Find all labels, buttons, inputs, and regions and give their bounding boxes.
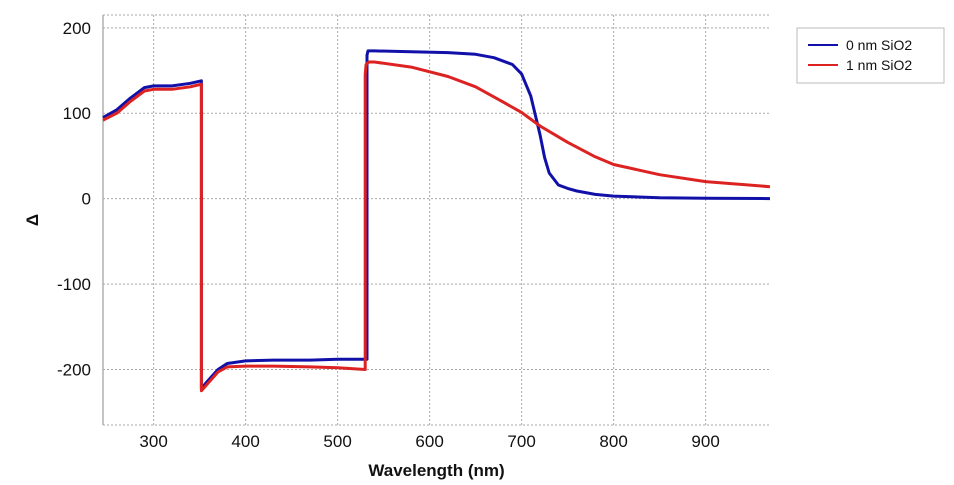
x-axis-label: Wavelength (nm)	[368, 461, 504, 480]
x-tick-label: 900	[691, 432, 719, 451]
y-tick-label: 0	[82, 190, 91, 209]
legend: 0 nm SiO2 1 nm SiO2	[796, 27, 945, 84]
legend-box	[796, 27, 945, 84]
gridlines	[102, 14, 770, 426]
legend-label-1: 0 nm SiO2	[846, 37, 912, 53]
y-tick-labels: 200 100 0 -100 -200	[57, 19, 91, 380]
x-tick-label: 300	[139, 432, 167, 451]
series-line-1	[102, 49, 771, 390]
x-tick-label: 600	[415, 432, 443, 451]
y-axis-label: Δ	[23, 214, 42, 226]
data-series	[102, 49, 771, 393]
x-tick-labels: 300 400 500 600 700 800 900	[139, 432, 719, 451]
y-tick-label: 100	[63, 104, 91, 123]
series-line-2	[102, 60, 771, 393]
y-tick-label: 200	[63, 19, 91, 38]
y-tick-label: -200	[57, 360, 91, 379]
x-tick-label: 800	[599, 432, 627, 451]
y-tick-label: -100	[57, 275, 91, 294]
x-tick-label: 400	[231, 432, 259, 451]
x-tick-label: 700	[507, 432, 535, 451]
x-tick-label: 500	[323, 432, 351, 451]
legend-label-2: 1 nm SiO2	[846, 57, 912, 73]
